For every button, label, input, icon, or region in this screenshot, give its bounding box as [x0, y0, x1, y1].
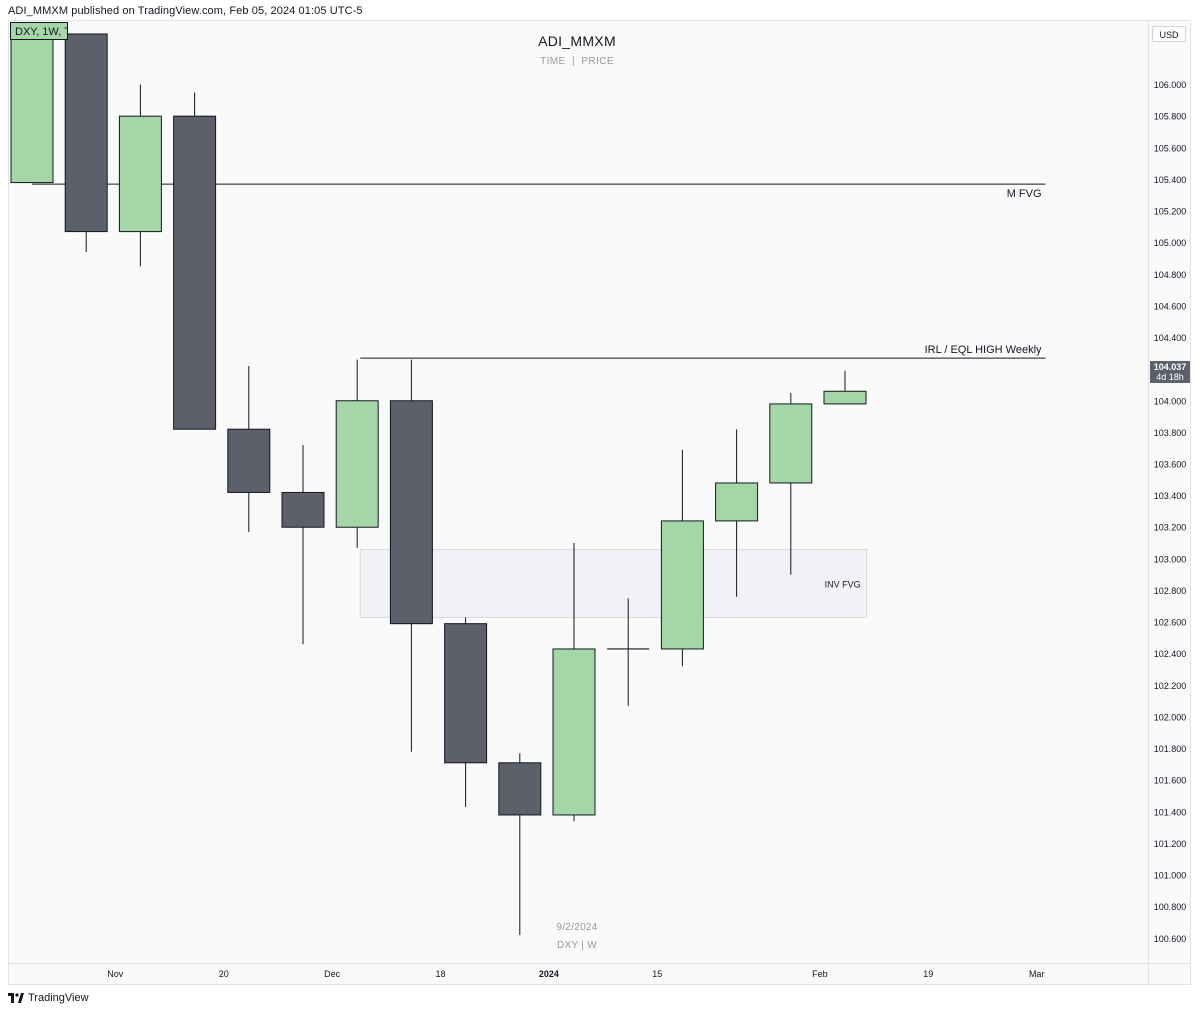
inv-fvg-zone — [359, 548, 868, 618]
candle-body — [281, 491, 325, 528]
y-tick-label: 105.800 — [1154, 112, 1187, 122]
candle-body — [823, 390, 867, 405]
y-tick-label: 105.000 — [1154, 238, 1187, 248]
y-tick-label: 106.000 — [1154, 80, 1187, 90]
y-tick-label: 103.000 — [1154, 554, 1187, 564]
y-tick-label: 103.800 — [1154, 428, 1187, 438]
y-tick-label: 102.800 — [1154, 586, 1187, 596]
candle — [607, 598, 650, 706]
tradingview-logo-icon — [8, 993, 24, 1003]
candle — [769, 392, 813, 575]
x-tick-label: 20 — [219, 969, 229, 979]
y-tick-label: 100.600 — [1154, 934, 1187, 944]
y-tick-label: 100.800 — [1154, 902, 1187, 912]
candle-body — [715, 482, 759, 522]
subtitle-text: TIME | PRICE — [540, 56, 614, 67]
y-tick-label: 102.400 — [1154, 649, 1187, 659]
annotation-label: M FVG — [1007, 188, 1042, 200]
publisher-line: ADI_MMXM published on TradingView.com, F… — [8, 5, 363, 17]
last-price-value: 104.037 — [1153, 362, 1187, 372]
candle-body — [389, 400, 433, 625]
y-tick-label: 104.400 — [1154, 333, 1187, 343]
axes: 106.000 105.800 105.600 105.400 105.200 105.0… — [9, 21, 1190, 985]
candle-body — [173, 115, 217, 430]
candle — [498, 753, 542, 936]
candles — [10, 33, 867, 936]
y-tick-label: 101.600 — [1154, 776, 1187, 786]
symbol-badge[interactable]: DXY, 1W, TVC — [10, 22, 68, 40]
candle — [227, 365, 271, 532]
inv-fvg-label: INV FVG — [825, 579, 861, 589]
candle-body — [10, 33, 54, 184]
chart-title: ADI_MMXM — [538, 33, 616, 49]
y-tick-label: 103.400 — [1154, 491, 1187, 501]
y-tick-label: 101.400 — [1154, 807, 1187, 817]
x-tick-label: 2024 — [539, 969, 559, 979]
y-tick-label: 102.600 — [1154, 618, 1187, 628]
currency-badge[interactable]: USD — [1152, 26, 1186, 42]
candle — [444, 617, 488, 808]
y-tick-label: 104.800 — [1154, 270, 1187, 280]
tradingview-brand[interactable]: TradingView — [8, 992, 89, 1004]
y-tick-label: 101.800 — [1154, 744, 1187, 754]
zone-layer: INV FVG — [359, 548, 868, 618]
candle — [10, 33, 54, 184]
x-tick-label: 19 — [923, 969, 933, 979]
candle-body — [769, 403, 813, 484]
y-tick-label: 101.000 — [1154, 871, 1187, 881]
y-tick-label: 103.600 — [1154, 459, 1187, 469]
watermark-symbol: DXY | W — [556, 940, 598, 951]
x-tick-label: Feb — [812, 969, 828, 979]
subtitle-part: PRICE — [581, 56, 614, 67]
y-tick-label: 101.200 — [1154, 839, 1187, 849]
candle — [552, 543, 596, 822]
candle — [823, 370, 867, 405]
last-price-countdown: 4d 18h — [1156, 372, 1184, 382]
watermark-date: 9/2/2024 — [556, 922, 598, 933]
candle-body — [660, 520, 704, 650]
x-tick-label: 18 — [435, 969, 445, 979]
candle-body — [64, 33, 108, 233]
y-tick-label: 104.000 — [1154, 396, 1187, 406]
candle — [660, 449, 704, 667]
annotation-label: IRL / EQL HIGH Weekly — [925, 344, 1042, 356]
candle — [715, 429, 759, 597]
y-tick-label: 105.200 — [1154, 207, 1187, 217]
last-price-label: 104.037 4d 18h — [1150, 361, 1190, 383]
y-tick-label: 104.600 — [1154, 301, 1187, 311]
candle-body — [498, 762, 542, 816]
candle-body — [227, 428, 271, 493]
brand-label: TradingView — [28, 992, 89, 1004]
y-tick-label: 105.400 — [1154, 175, 1187, 185]
candle-body — [335, 400, 379, 528]
y-tick-label: 102.000 — [1154, 712, 1187, 722]
candle — [173, 92, 217, 430]
candle — [389, 359, 433, 752]
x-tick-label: Mar — [1029, 969, 1045, 979]
candle — [281, 445, 325, 645]
y-tick-label: 103.200 — [1154, 523, 1187, 533]
y-tick-label: 102.200 — [1154, 681, 1187, 691]
x-tick-label: Dec — [324, 969, 341, 979]
candle-body — [118, 115, 162, 233]
candle-body — [444, 623, 488, 764]
candle — [64, 33, 108, 253]
candle — [335, 359, 379, 548]
y-tick-label: 105.600 — [1154, 143, 1187, 153]
x-tick-label: Nov — [107, 969, 124, 979]
candle-body — [552, 648, 596, 816]
subtitle-separator: | — [565, 56, 582, 67]
x-tick-label: 15 — [652, 969, 662, 979]
subtitle-part: TIME — [540, 56, 566, 67]
chart-subtitle: TIME | PRICE — [0, 56, 1154, 67]
candle — [118, 84, 162, 267]
